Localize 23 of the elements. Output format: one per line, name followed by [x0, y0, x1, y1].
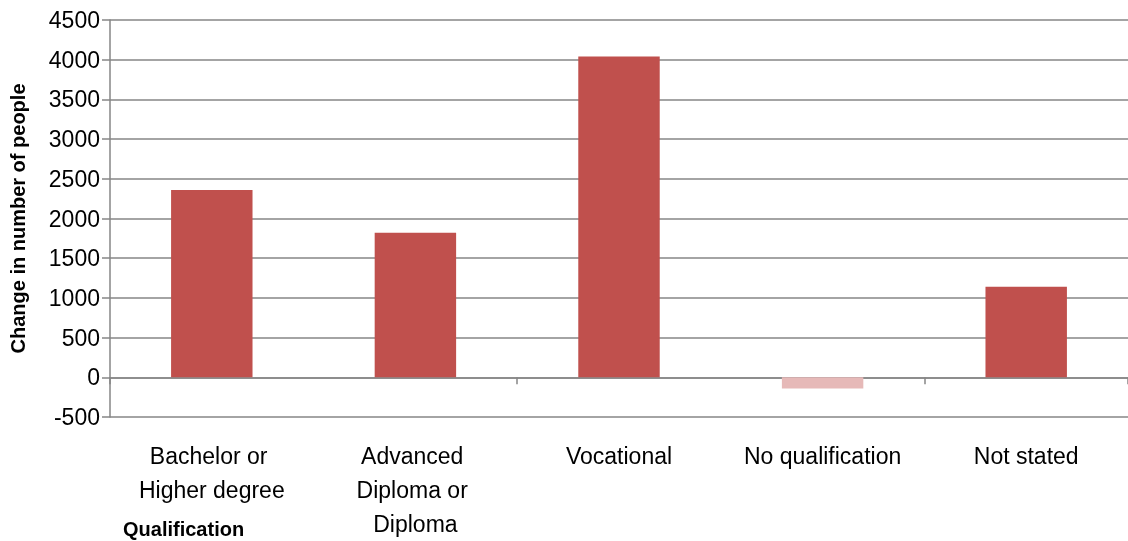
- bar: [374, 232, 457, 378]
- y-tick-label: 3000: [48, 126, 100, 153]
- y-tick-label: 1000: [48, 284, 100, 311]
- x-tick-label: Not stated: [973, 443, 1079, 469]
- y-axis-title: Change in number of people: [7, 83, 29, 354]
- x-tick-label: Advanced Diploma or Diploma: [356, 443, 475, 537]
- bar: [985, 286, 1067, 378]
- x-tick-label: Vocational: [565, 443, 673, 469]
- y-tick-label: 2500: [48, 165, 100, 192]
- bar: [171, 189, 253, 378]
- y-tick-label: 2000: [48, 205, 100, 232]
- x-tick-label: Bachelor or Higher degree: [138, 443, 285, 503]
- bar: [781, 377, 864, 389]
- y-tick-label: 1500: [48, 245, 100, 272]
- y-tick-label: 4500: [48, 7, 100, 33]
- x-tick-label: No qualification: [743, 443, 902, 469]
- y-tick-label: 4000: [48, 46, 100, 73]
- x-axis-title: Qualification: [123, 518, 245, 540]
- y-tick-label: -500: [53, 404, 100, 430]
- y-tick-label: 0: [87, 364, 100, 391]
- y-tick-label: 500: [61, 324, 100, 351]
- bar: [578, 56, 660, 378]
- y-tick-label: 3500: [48, 86, 100, 113]
